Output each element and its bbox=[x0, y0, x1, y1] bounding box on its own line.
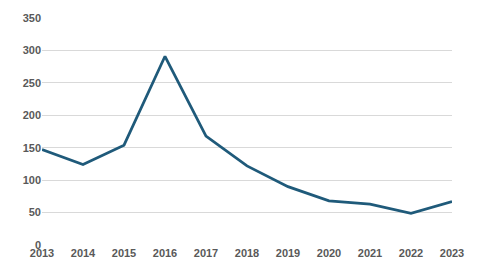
svg-text:2020: 2020 bbox=[317, 247, 341, 259]
svg-text:2022: 2022 bbox=[399, 247, 423, 259]
svg-text:2021: 2021 bbox=[358, 247, 382, 259]
svg-text:2013: 2013 bbox=[30, 247, 54, 259]
svg-text:2017: 2017 bbox=[194, 247, 218, 259]
svg-text:350: 350 bbox=[23, 12, 41, 24]
svg-text:250: 250 bbox=[23, 77, 41, 89]
svg-text:2015: 2015 bbox=[112, 247, 136, 259]
svg-text:150: 150 bbox=[23, 142, 41, 154]
svg-text:2019: 2019 bbox=[276, 247, 300, 259]
svg-text:100: 100 bbox=[23, 174, 41, 186]
svg-text:50: 50 bbox=[29, 206, 41, 218]
svg-text:300: 300 bbox=[23, 44, 41, 56]
svg-text:2016: 2016 bbox=[153, 247, 177, 259]
svg-text:2018: 2018 bbox=[235, 247, 259, 259]
svg-text:2023: 2023 bbox=[440, 247, 464, 259]
svg-text:2014: 2014 bbox=[71, 247, 96, 259]
svg-text:0: 0 bbox=[35, 239, 41, 251]
svg-text:200: 200 bbox=[23, 109, 41, 121]
